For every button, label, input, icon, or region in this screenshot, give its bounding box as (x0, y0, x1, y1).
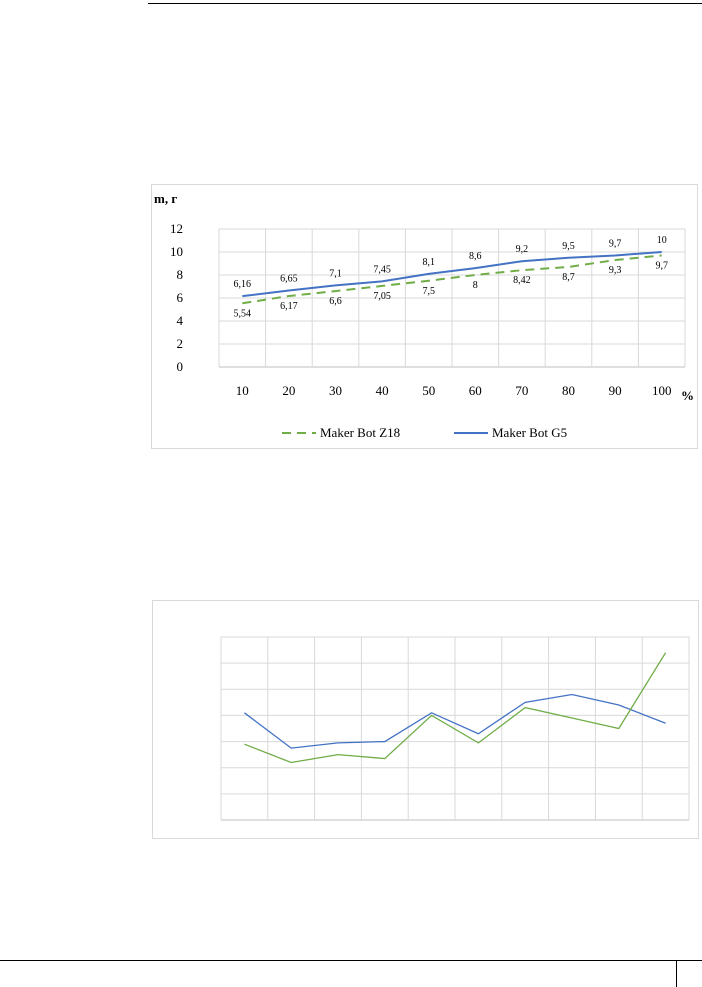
chart-mass-vs-infill-svg: 0 2 4 6 8 10 12 10 20 30 40 50 60 70 80 90 100 5,54 6,17… (154, 191, 694, 440)
page-number-box (676, 960, 702, 987)
chart1-y-tick-label: 4 (177, 313, 184, 328)
chart1-legend-label: Maker Bot Z18 (320, 425, 400, 440)
chart1-data-label: 9,2 (516, 244, 529, 255)
chart1-data-label: 7,5 (422, 286, 435, 297)
chart1-data-label: 9,5 (562, 241, 575, 252)
chart1-series (242, 251, 662, 305)
chart1-y-tick-label: 6 (177, 290, 184, 305)
chart2-series-line-1 (244, 652, 667, 764)
chart2-series-line-0 (244, 693, 666, 749)
chart1-series-line-1 (242, 251, 662, 298)
chart1-y-tick-label: 0 (177, 359, 184, 374)
chart1-x-axis-title: % (681, 388, 694, 403)
chart1-x-tick-label: 40 (376, 383, 389, 398)
chart1-data-label: 5,54 (234, 308, 252, 319)
chart1-y-ticks: 0 2 4 6 8 10 12 (170, 221, 184, 374)
chart1-x-tick-label: 90 (609, 383, 622, 398)
chart1-series-line-0 (242, 254, 662, 305)
chart1-x-tick-label: 30 (329, 383, 342, 398)
chart-second-svg (220, 636, 690, 821)
chart1-x-ticks: 10 20 30 40 50 60 70 80 90 100 (236, 383, 672, 398)
chart2-series (244, 652, 667, 764)
chart1-data-label: 10 (657, 235, 667, 246)
chart1-data-label: 8 (473, 280, 478, 291)
chart1-x-tick-label: 60 (469, 383, 482, 398)
chart1-y-tick-label: 10 (170, 244, 183, 259)
chart1-x-tick-label: 50 (422, 383, 435, 398)
chart1-data-label: 9,7 (609, 238, 622, 249)
chart1-data-label: 7,1 (329, 268, 342, 279)
chart1-y-axis-title: m, г (154, 191, 177, 206)
chart2-gridlines (220, 636, 690, 821)
chart1-data-label: 9,7 (655, 260, 668, 271)
chart1-data-label: 8,7 (562, 272, 575, 283)
chart-second (152, 600, 699, 839)
chart1-legend: Maker Bot Z18 Maker Bot G5 (282, 425, 567, 440)
chart1-x-tick-label: 80 (562, 383, 575, 398)
chart1-data-label: 6,16 (234, 279, 252, 290)
chart1-data-labels: 5,54 6,17 6,6 7,05 7,5 8 8,42 8,7 9,3 9,7 6,16 6,65… (234, 235, 668, 319)
chart1-gridlines (218, 228, 686, 368)
chart1-y-tick-label: 12 (170, 221, 183, 236)
chart1-y-tick-label: 8 (177, 267, 184, 282)
bottom-rule (0, 960, 702, 961)
chart1-y-tick-label: 2 (177, 336, 184, 351)
chart1-x-tick-label: 20 (282, 383, 295, 398)
chart1-data-label: 6,65 (280, 274, 298, 285)
chart1-data-label: 6,17 (280, 301, 298, 312)
chart1-data-label: 8,6 (469, 251, 482, 262)
chart1-x-tick-label: 10 (236, 383, 249, 398)
chart1-data-label: 6,6 (329, 296, 342, 307)
chart1-x-tick-label: 70 (515, 383, 528, 398)
chart1-data-label: 9,3 (609, 265, 622, 276)
chart-mass-vs-infill: 0 2 4 6 8 10 12 10 20 30 40 50 60 70 80 90 100 5,54 6,17… (151, 184, 698, 449)
top-rule (148, 3, 702, 4)
chart1-legend-label: Maker Bot G5 (492, 425, 567, 440)
chart1-data-label: 7,45 (373, 264, 391, 275)
chart1-data-label: 8,42 (513, 275, 531, 286)
chart1-data-label: 8,1 (422, 257, 435, 268)
chart1-data-label: 7,05 (373, 291, 391, 302)
chart1-x-tick-label: 100 (652, 383, 672, 398)
